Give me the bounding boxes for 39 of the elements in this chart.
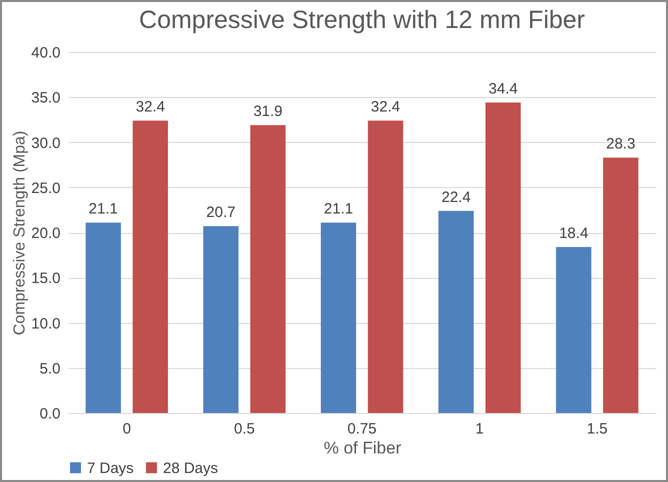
chart-title: Compressive Strength with 12 mm Fiber [139,6,585,34]
bar [250,125,286,413]
y-tick-label: 10.0 [31,315,60,332]
bar [603,158,638,413]
x-tick-label: 0 [122,420,131,438]
legend-label: 28 Days [163,460,218,477]
data-label: 32.4 [370,98,400,116]
data-label: 21.1 [324,200,354,218]
data-label: 21.1 [88,200,118,218]
y-tick-label: 5.0 [40,360,60,378]
data-label: 22.4 [441,188,471,206]
bar [86,222,121,413]
x-axis-title: % of Fiber [324,438,402,458]
x-tick-label: 1 [475,420,484,438]
bar [368,120,404,413]
data-label: 28.3 [606,136,636,153]
y-tick-label: 20.0 [31,225,60,242]
bar [203,226,239,413]
legend-label: 7 Days [87,460,134,477]
x-tick-label: 0.75 [347,420,377,438]
y-tick-label: 15.0 [31,270,60,288]
data-label: 20.7 [206,204,236,222]
x-tick-label: 0.5 [234,420,255,438]
y-tick-label: 0.0 [40,406,60,422]
y-tick-label: 35.0 [31,90,60,107]
bar [320,222,356,413]
bar [485,102,521,413]
bar [132,120,168,413]
data-label: 32.4 [136,98,165,116]
x-tick-label: 1.5 [586,420,608,438]
bar [438,210,474,413]
y-axis-title: Compressive Strength (Mpa) [11,130,28,336]
y-tick-label: 25.0 [31,180,60,197]
data-label: 18.4 [559,224,588,242]
data-label: 31.9 [253,103,283,120]
data-label: 34.4 [488,80,518,98]
y-tick-label: 30.0 [31,134,60,152]
bar [556,246,592,413]
y-tick-label: 40.0 [31,44,60,62]
